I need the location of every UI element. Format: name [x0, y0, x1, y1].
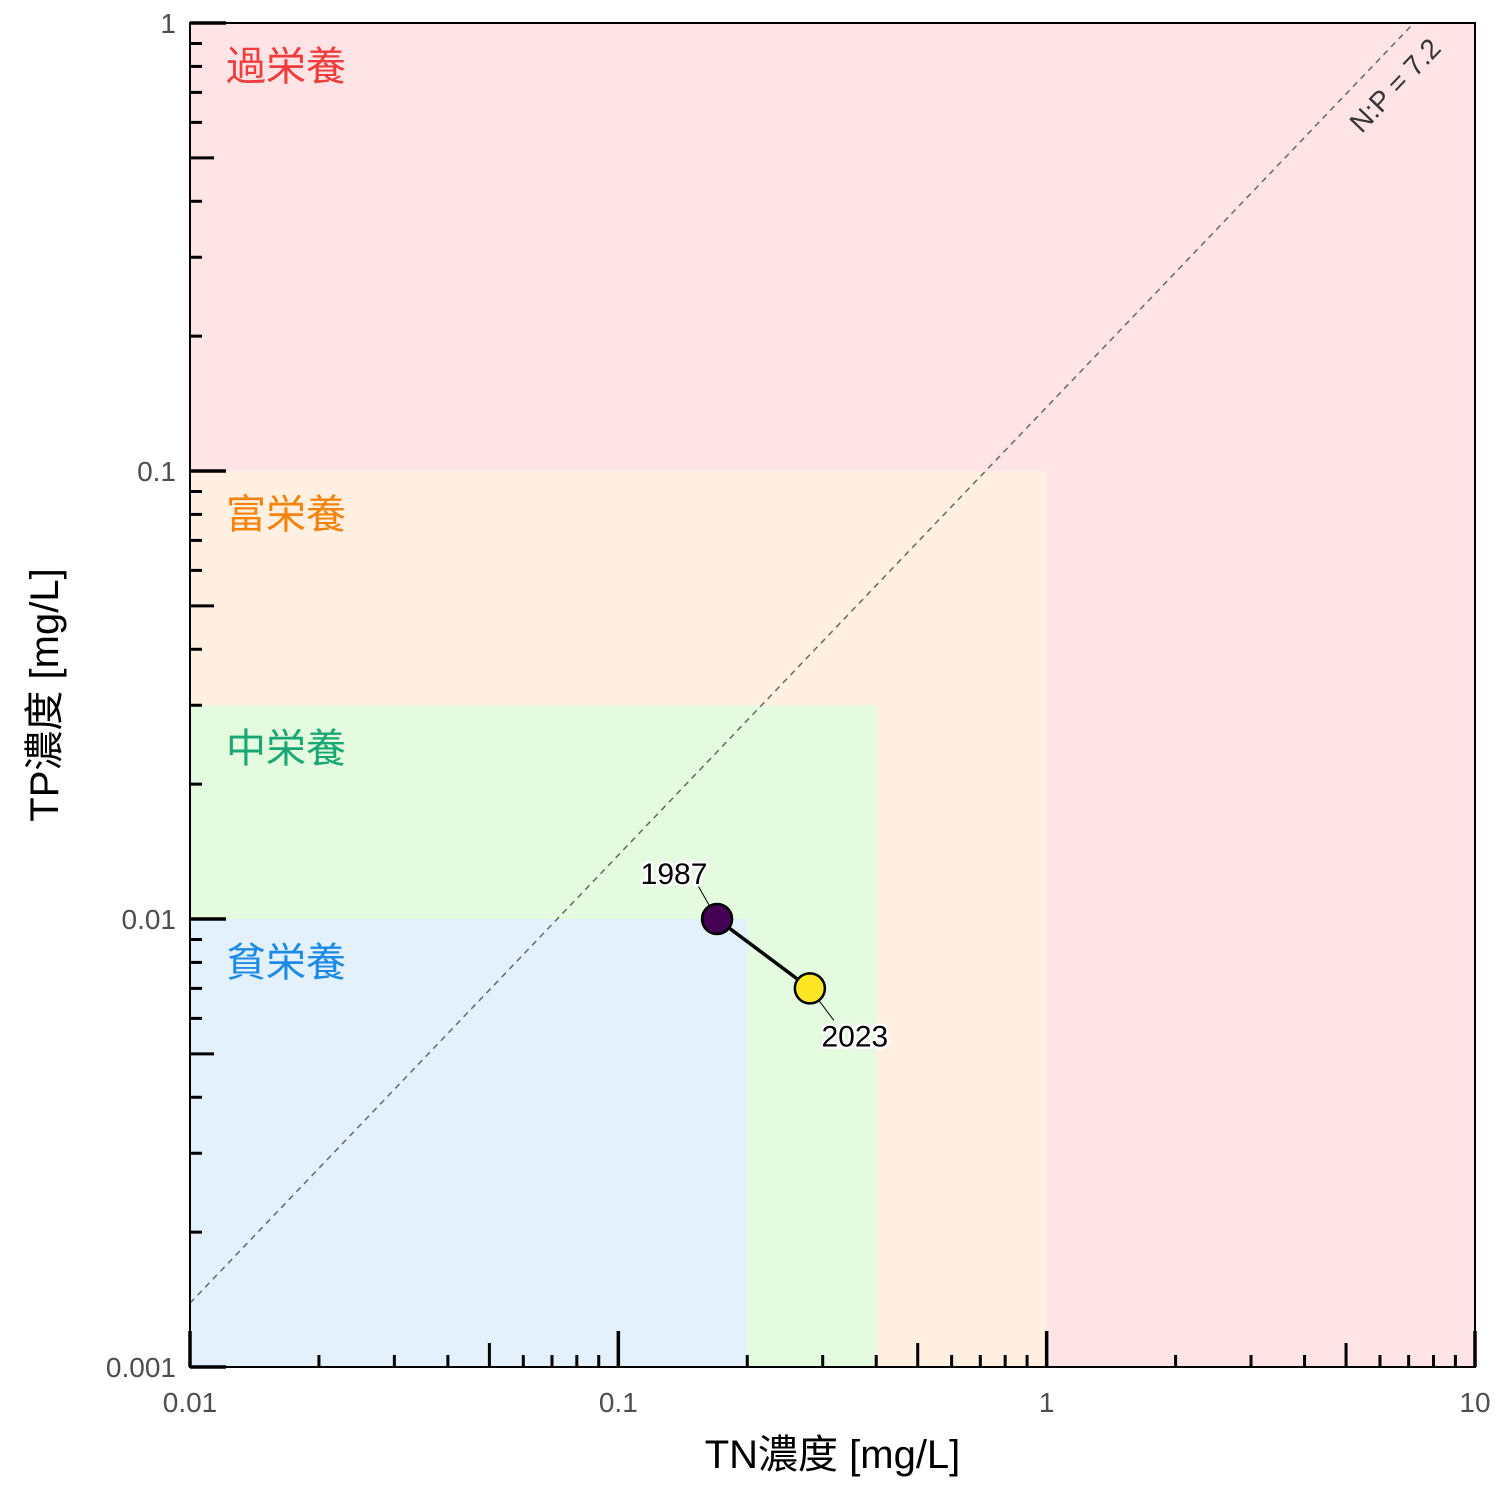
y-axis-title: TP濃度 [mg/L]: [23, 568, 67, 821]
np-ratio-line: [189, 22, 1415, 1304]
x-tick-label: 10: [1459, 1387, 1490, 1418]
y-tick-label: 1: [160, 8, 176, 39]
zone-3-area: [190, 919, 748, 1367]
x-axis-tick-labels: 0.01 0.1 1 10: [163, 1387, 1491, 1418]
data-point-2023: [793, 972, 827, 1005]
x-axis-title: TN濃度 [mg/L]: [705, 1433, 961, 1477]
x-tick-label: 0.01: [163, 1387, 218, 1418]
year-label-2023: 2023: [821, 1020, 888, 1053]
y-tick-label: 0.01: [122, 904, 177, 935]
y-tick-label: 0.1: [137, 456, 176, 487]
y-tick-label: 0.001: [106, 1352, 176, 1383]
trajectory-segment: [715, 917, 811, 990]
zone-1-label: 富栄養: [226, 492, 346, 538]
y-axis-tick-labels: 0.001 0.01 0.1 1: [106, 8, 176, 1383]
zone-0-label: 過栄養: [226, 44, 346, 90]
plot-frame: [189, 22, 1476, 1368]
zone-3-label: 貧栄養: [226, 940, 346, 986]
year-label-1987: 1987: [641, 858, 708, 891]
x-tick-label: 0.1: [599, 1387, 638, 1418]
x-tick-label: 1: [1039, 1387, 1055, 1418]
zone-2-label: 中栄養: [226, 726, 346, 772]
y-axis-ticks: [190, 21, 226, 1369]
data-point-1987: [700, 902, 734, 936]
trajectory-series: 1987 2023: [638, 856, 891, 1056]
x-axis-ticks: [188, 1331, 1477, 1367]
